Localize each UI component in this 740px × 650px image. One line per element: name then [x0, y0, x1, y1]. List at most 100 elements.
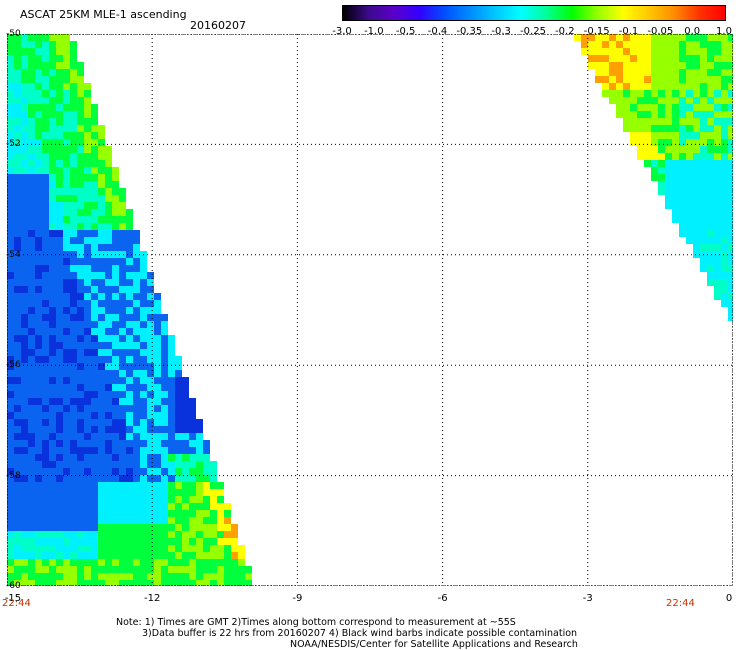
swath-cell	[658, 48, 665, 55]
swath-cell	[84, 167, 91, 174]
swath-cell	[77, 447, 84, 454]
swath-cell	[168, 482, 175, 489]
note-line-3: NOAA/NESDIS/Center for Satellite Applica…	[290, 639, 578, 650]
swath-cell	[721, 195, 728, 202]
swath-cell	[14, 279, 21, 286]
swath-cell	[91, 335, 98, 342]
swath-cell	[42, 111, 49, 118]
swath-cell	[49, 545, 56, 552]
swath-cell	[210, 559, 217, 566]
swath-cell	[693, 48, 700, 55]
swath-cell	[728, 202, 733, 209]
swath-cell	[721, 104, 728, 111]
swath-cell	[168, 405, 175, 412]
swath-cell	[693, 153, 700, 160]
swath-cell	[42, 286, 49, 293]
swath-cell	[609, 41, 616, 48]
swath-cell	[672, 34, 679, 41]
swath-cell	[91, 524, 98, 531]
swath-cell	[140, 405, 147, 412]
swath-cell	[112, 475, 119, 482]
swath-cell	[28, 139, 35, 146]
swath-cell	[644, 118, 651, 125]
swath-cell	[189, 559, 196, 566]
swath-cell	[77, 293, 84, 300]
swath-cell	[140, 454, 147, 461]
swath-cell	[665, 146, 672, 153]
swath-cell	[21, 118, 28, 125]
swath-cell	[91, 153, 98, 160]
swath-cell	[42, 76, 49, 83]
swath-cell	[658, 111, 665, 118]
swath-cell	[7, 440, 14, 447]
swath-cell	[63, 83, 70, 90]
swath-cell	[21, 146, 28, 153]
swath-cell	[595, 48, 602, 55]
swath-cell	[182, 377, 189, 384]
swath-cell	[63, 76, 70, 83]
swath-cell	[665, 132, 672, 139]
colorbar-tick-label: -0.5	[395, 26, 416, 37]
swath-cell	[49, 83, 56, 90]
swath-cell	[42, 363, 49, 370]
swath-cell	[126, 258, 133, 265]
swath-cell	[91, 223, 98, 230]
swath-cell	[28, 230, 35, 237]
swath-cell	[714, 83, 721, 90]
swath-cell	[105, 384, 112, 391]
swath-cell	[56, 279, 63, 286]
swath-cell	[56, 41, 63, 48]
swath-cell	[7, 104, 14, 111]
swath-cell	[14, 489, 21, 496]
swath-cell	[42, 454, 49, 461]
swath-cell	[63, 335, 70, 342]
swath-cell	[56, 419, 63, 426]
swath-cell	[189, 447, 196, 454]
swath-cell	[84, 454, 91, 461]
swath-cell	[28, 286, 35, 293]
swath-cell	[182, 531, 189, 538]
swath-cell	[700, 48, 707, 55]
swath-cell	[119, 279, 126, 286]
swath-cell	[147, 475, 154, 482]
swath-cell	[686, 41, 693, 48]
swath-cell	[119, 391, 126, 398]
swath-cell	[42, 475, 49, 482]
swath-cell	[91, 552, 98, 559]
swath-cell	[49, 482, 56, 489]
swath-cell	[49, 279, 56, 286]
swath-cell	[133, 454, 140, 461]
swath-cell	[154, 349, 161, 356]
swath-cell	[126, 272, 133, 279]
swath-cell	[63, 153, 70, 160]
swath-cell	[105, 447, 112, 454]
swath-cell	[56, 167, 63, 174]
swath-cell	[168, 454, 175, 461]
swath-cell	[658, 97, 665, 104]
swath-cell	[21, 55, 28, 62]
swath-cell	[35, 34, 42, 41]
swath-cell	[84, 566, 91, 573]
swath-cell	[105, 258, 112, 265]
swath-cell	[637, 104, 644, 111]
swath-cell	[224, 524, 231, 531]
swath-cell	[133, 342, 140, 349]
swath-cell	[77, 412, 84, 419]
swath-cell	[707, 160, 714, 167]
swath-cell	[203, 496, 210, 503]
swath-cell	[217, 566, 224, 573]
swath-cell	[91, 104, 98, 111]
swath-cell	[35, 489, 42, 496]
swath-cell	[644, 34, 651, 41]
swath-cell	[35, 97, 42, 104]
swath-cell	[91, 566, 98, 573]
colorbar-tick-label: -0.15	[583, 26, 610, 37]
swath-cell	[105, 181, 112, 188]
swath-cell	[616, 55, 623, 62]
swath-cell	[679, 48, 686, 55]
swath-cell	[140, 489, 147, 496]
swath-cell	[217, 531, 224, 538]
swath-cell	[637, 76, 644, 83]
swath-cell	[161, 510, 168, 517]
swath-cell	[721, 132, 728, 139]
